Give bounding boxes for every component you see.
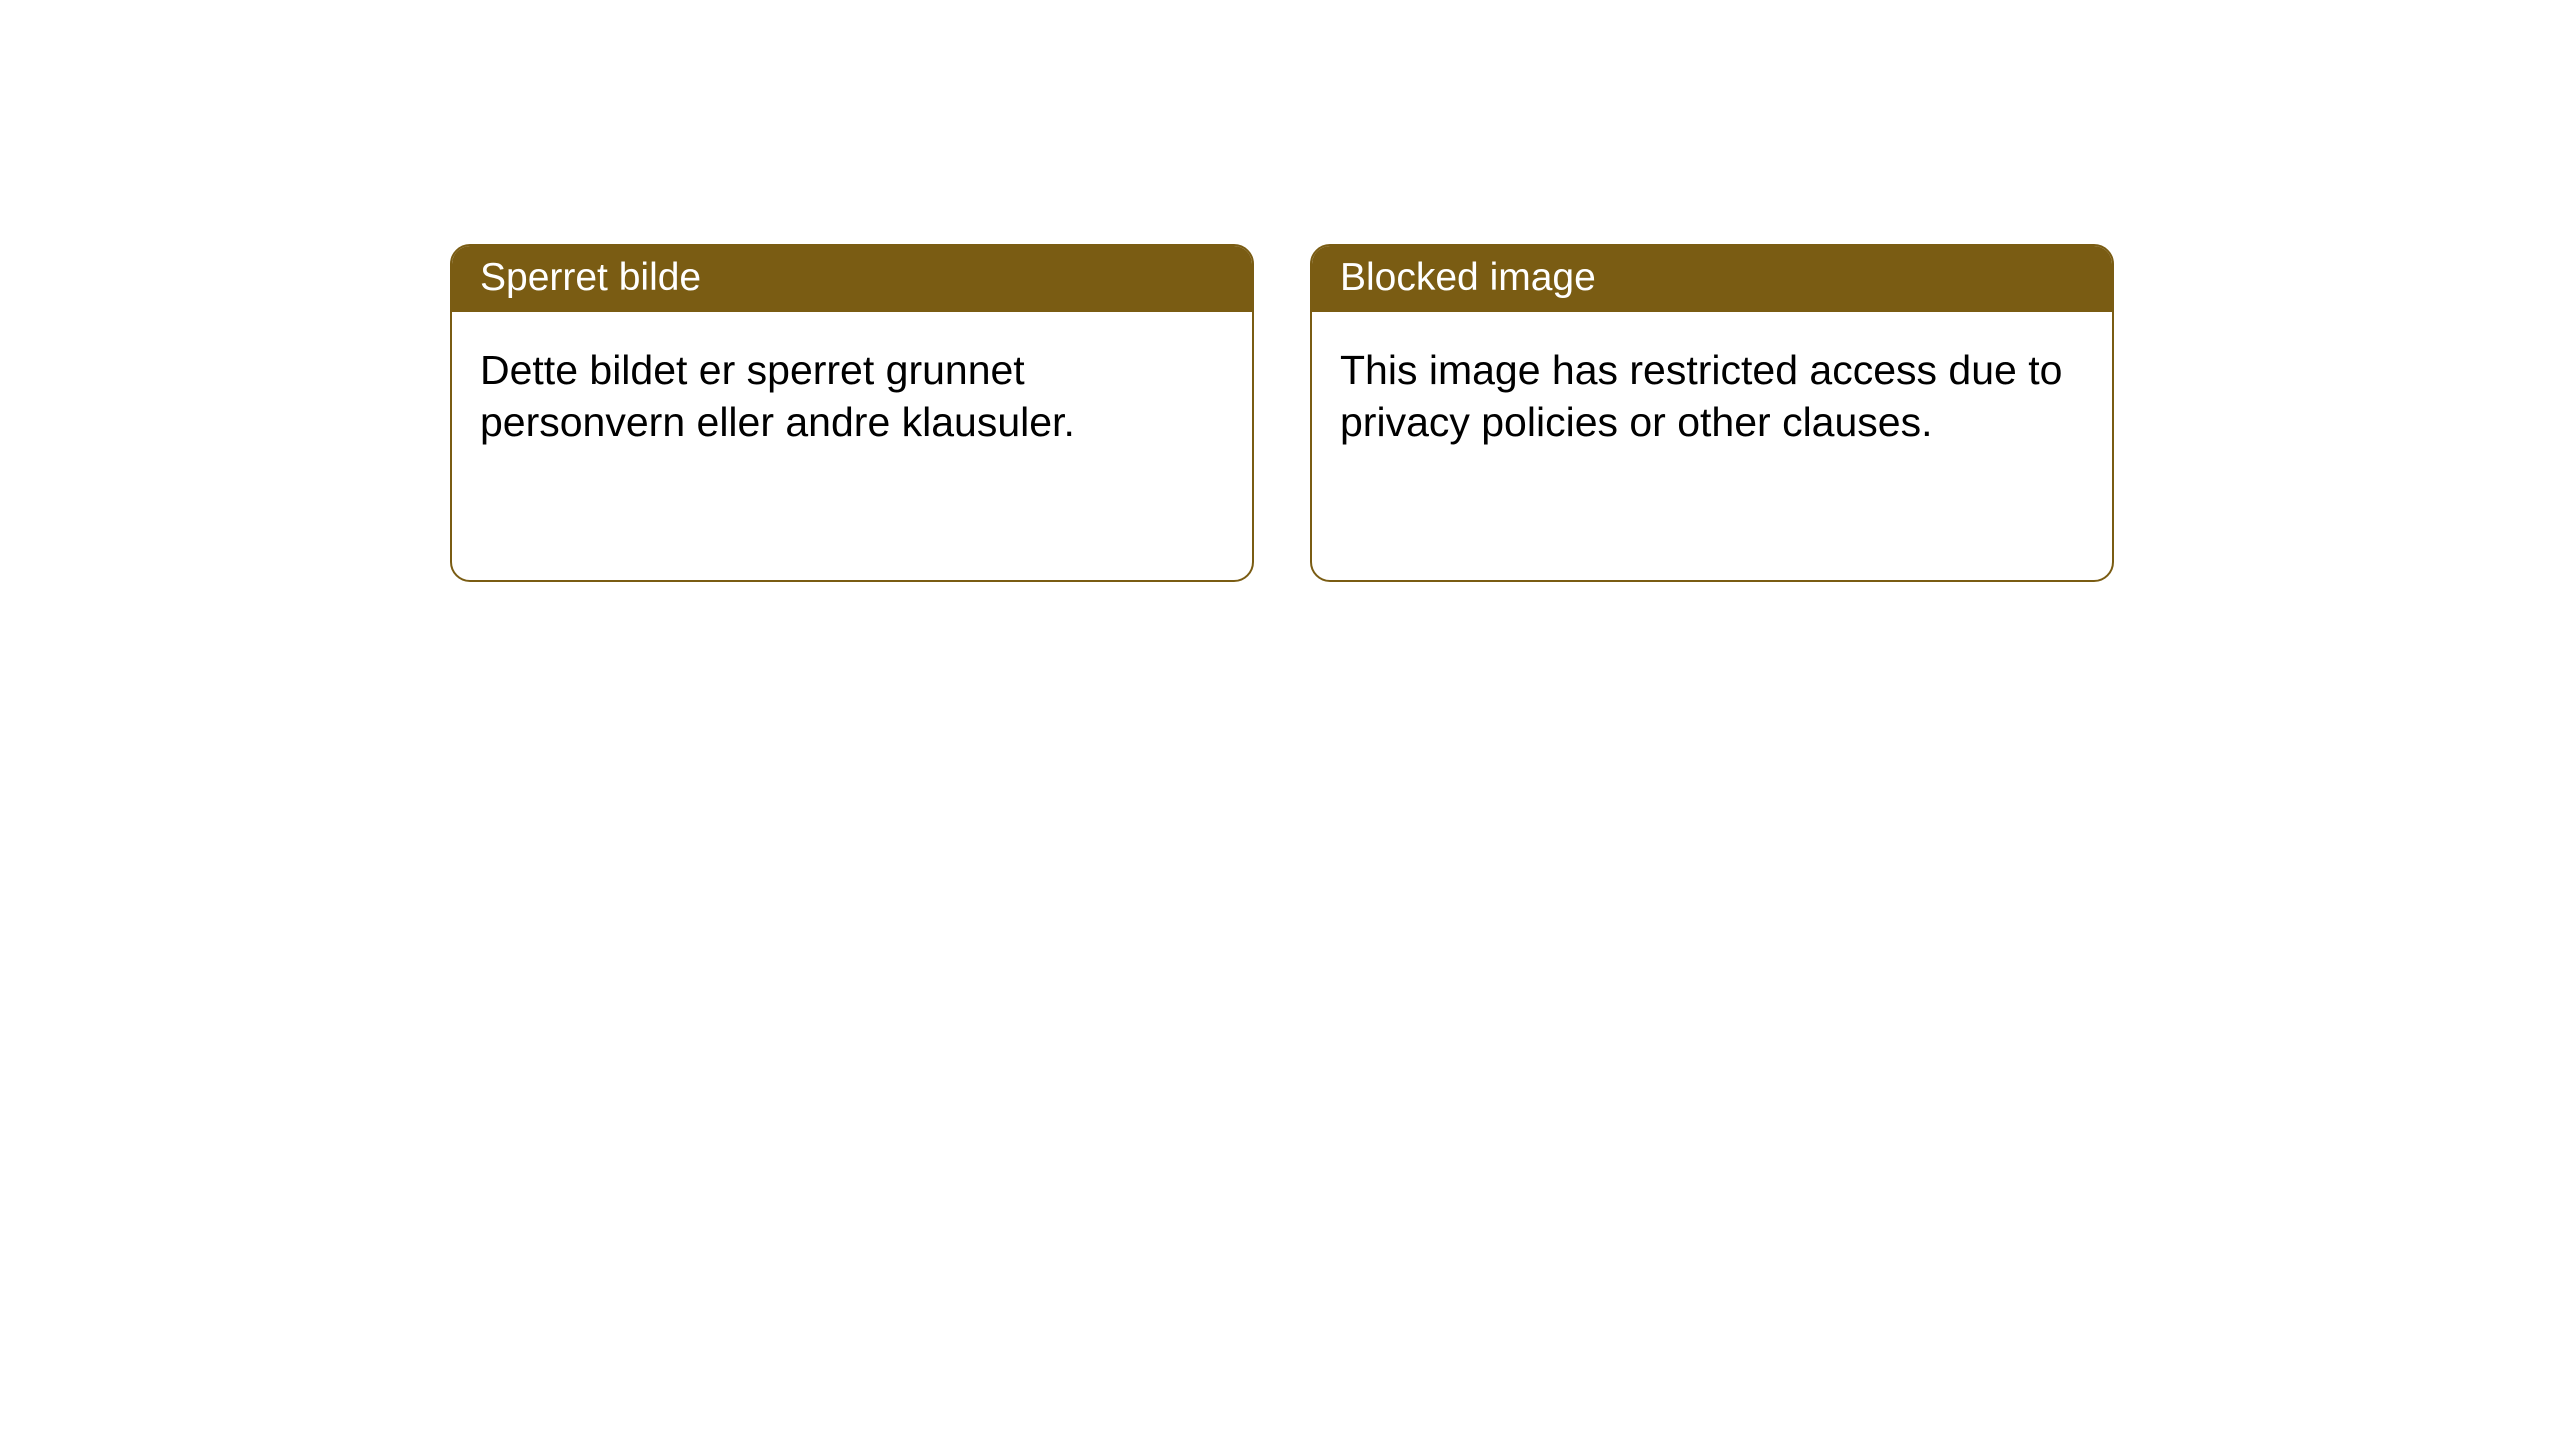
card-body-en: This image has restricted access due to … <box>1312 312 2112 477</box>
card-header-en: Blocked image <box>1312 246 2112 312</box>
blocked-image-card-en: Blocked image This image has restricted … <box>1310 244 2114 582</box>
blocked-image-card-no: Sperret bilde Dette bildet er sperret gr… <box>450 244 1254 582</box>
cards-container: Sperret bilde Dette bildet er sperret gr… <box>0 0 2560 582</box>
card-body-text-en: This image has restricted access due to … <box>1340 347 2062 445</box>
card-body-text-no: Dette bildet er sperret grunnet personve… <box>480 347 1075 445</box>
card-title-en: Blocked image <box>1340 256 1596 299</box>
card-body-no: Dette bildet er sperret grunnet personve… <box>452 312 1252 477</box>
card-header-no: Sperret bilde <box>452 246 1252 312</box>
card-title-no: Sperret bilde <box>480 256 701 299</box>
